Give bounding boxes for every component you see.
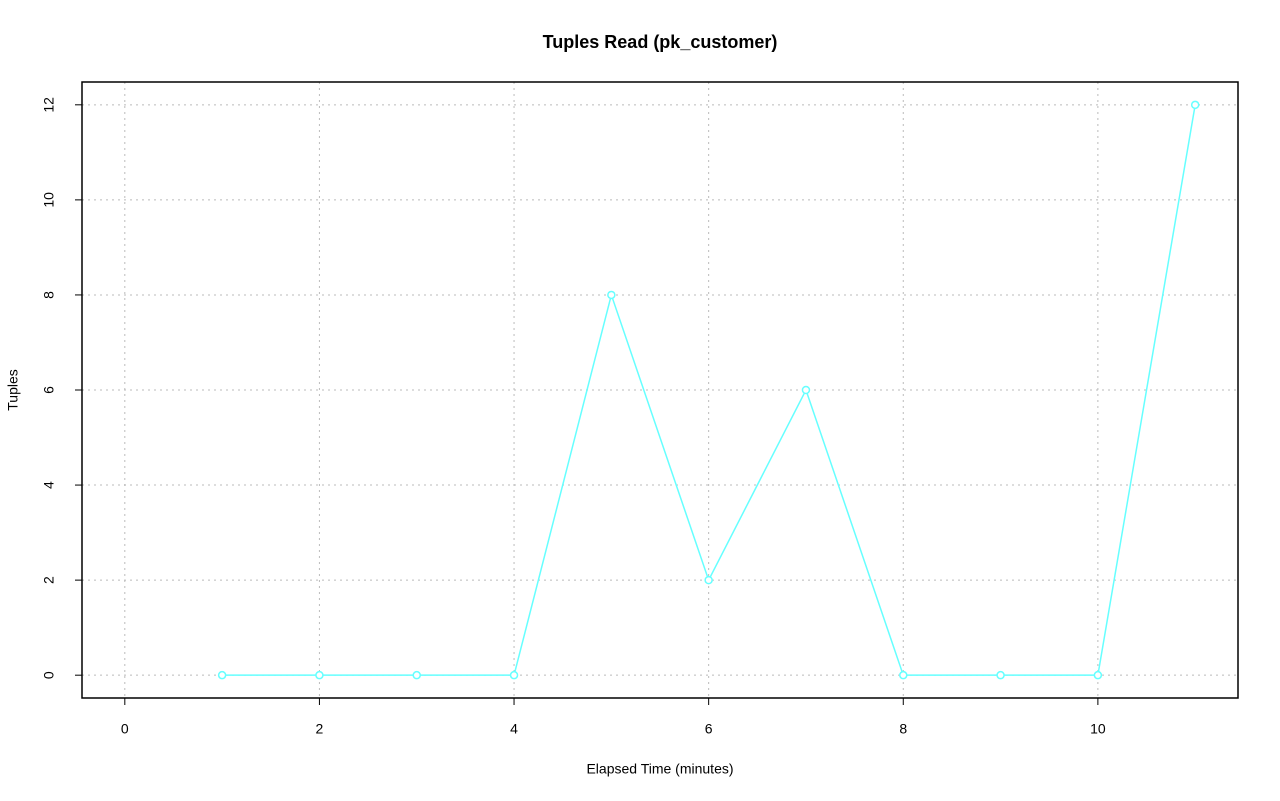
y-tick-label: 4 [41, 481, 57, 489]
data-point [412, 670, 421, 680]
plot-frame [81, 81, 1239, 699]
x-tick-label: 8 [899, 721, 907, 737]
x-tick-label: 10 [1090, 721, 1106, 737]
y-tick-label: 0 [41, 671, 57, 679]
data-point [315, 670, 324, 680]
data-point [217, 670, 227, 680]
data-point [704, 575, 713, 585]
x-tick-label: 0 [121, 721, 129, 737]
y-tick-label: 6 [41, 386, 57, 394]
data-point [801, 385, 811, 395]
y-tick-label: 2 [41, 576, 57, 584]
x-tick-label: 6 [705, 721, 713, 737]
data-point [1190, 100, 1200, 110]
y-tick-label: 10 [41, 192, 57, 208]
chart-title: Tuples Read (pk_customer) [543, 32, 778, 52]
y-axis-label: Tuples [5, 369, 21, 411]
data-point [607, 290, 616, 300]
data-point [899, 670, 908, 680]
y-tick-label: 8 [41, 291, 57, 299]
data-point [509, 670, 519, 680]
data-point [1093, 670, 1103, 680]
x-tick-label: 4 [510, 721, 518, 737]
x-tick-label: 2 [316, 721, 324, 737]
data-point [996, 670, 1005, 680]
x-axis-label: Elapsed Time (minutes) [586, 761, 733, 777]
y-tick-label: 12 [41, 97, 57, 113]
